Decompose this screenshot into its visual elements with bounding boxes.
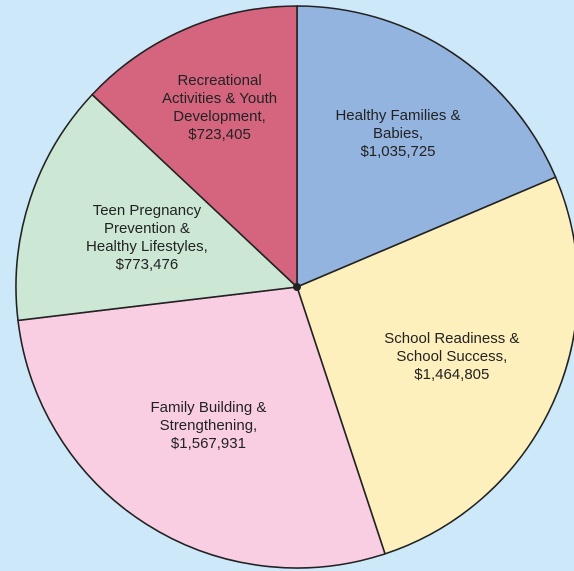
slice-label: Recreational Activities & Youth Developm… <box>151 72 289 144</box>
value-label: $773,476 <box>115 255 179 273</box>
category-label: School Readiness & School Success, <box>384 330 520 366</box>
value-label: $1,464,805 <box>414 366 490 384</box>
category-label: Recreational Activities & Youth Developm… <box>162 72 278 126</box>
pie-slice <box>15 93 299 322</box>
pie-slice <box>296 176 574 555</box>
slice-label: Family Building & Strengthening, $1,567,9… <box>138 399 278 453</box>
pie-slice <box>91 5 298 289</box>
slice-label: Teen Pregnancy Prevention & Healthy Life… <box>77 202 217 274</box>
value-label: $723,405 <box>188 126 251 144</box>
value-label: $1,567,931 <box>170 435 246 453</box>
slice-label: School Readiness & School Success, $1,464… <box>377 330 527 384</box>
category-label: Family Building & Strengthening, <box>150 399 267 435</box>
category-label: Teen Pregnancy Prevention & Healthy Life… <box>86 201 208 255</box>
pie-slice <box>296 5 557 289</box>
value-label: $1,035,725 <box>360 143 436 161</box>
slice-label: Healthy Families & Babies, $1,035,725 <box>326 107 471 161</box>
center-dot <box>293 283 301 291</box>
category-label: Healthy Families & Babies, <box>335 107 461 143</box>
pie-slice <box>17 286 387 569</box>
